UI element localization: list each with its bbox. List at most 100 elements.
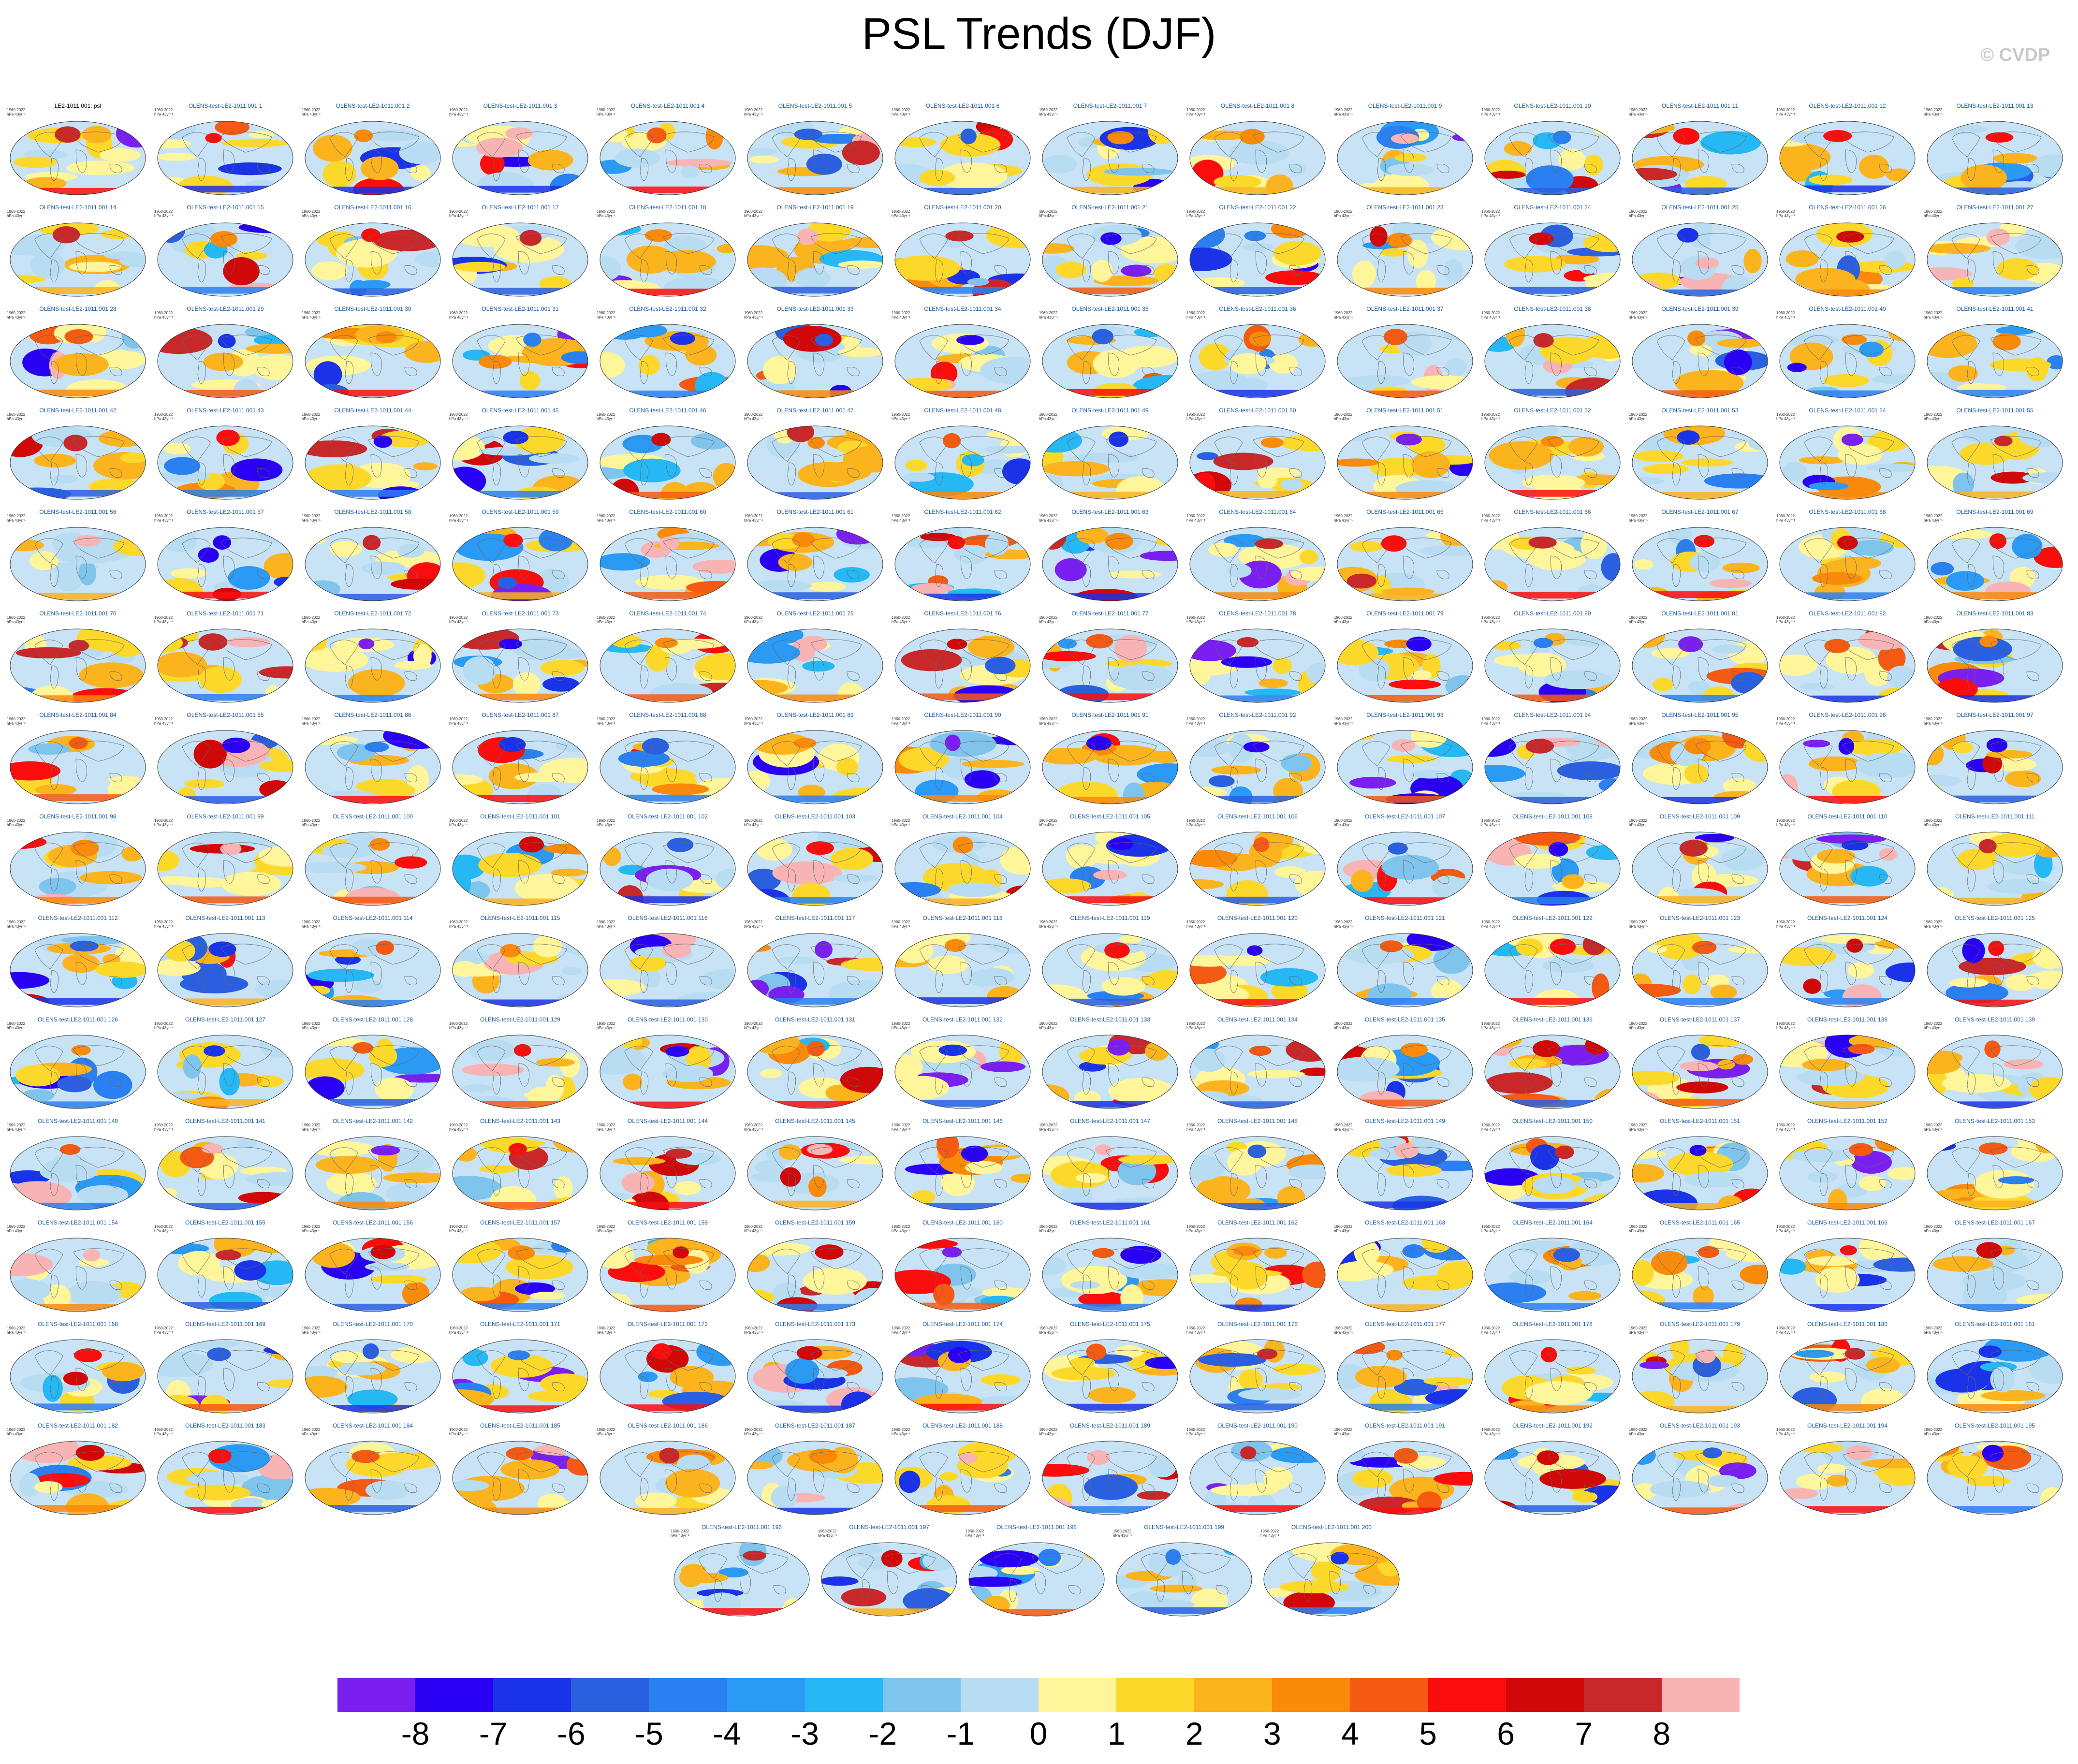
panel-years: 1960-2022 bbox=[449, 514, 468, 518]
coastline bbox=[1990, 538, 2042, 559]
map-svg bbox=[452, 628, 588, 703]
trend-blob bbox=[1227, 564, 1252, 578]
polar-anomaly bbox=[208, 1449, 232, 1464]
coastline bbox=[958, 639, 1010, 660]
coastline bbox=[345, 665, 354, 689]
coastline bbox=[1141, 1179, 1155, 1189]
trend-blob bbox=[1509, 1269, 1552, 1285]
panel-units: hPa 43yr⁻¹ bbox=[1334, 1229, 1353, 1233]
coastline bbox=[1731, 671, 1744, 681]
coastline bbox=[73, 233, 125, 254]
trend-blob bbox=[248, 131, 275, 139]
coastline bbox=[1377, 564, 1386, 587]
panel-title: OLENS-test-LE2-1011.001 197 bbox=[849, 1524, 929, 1531]
panel-units: hPa 43yr⁻¹ bbox=[1186, 924, 1205, 929]
coastline bbox=[1550, 1266, 1562, 1290]
trend-blob bbox=[919, 170, 955, 186]
trend-blob bbox=[30, 251, 65, 278]
map-panel: OLENS-test-LE2-1011.001 51 1960-2022 hPa 4… bbox=[1333, 407, 1477, 503]
polar-anomaly bbox=[75, 1444, 105, 1461]
panel-years: 1960-2022 bbox=[1186, 514, 1205, 518]
coastline bbox=[50, 767, 59, 790]
map-outline bbox=[452, 425, 588, 500]
polar-anomaly bbox=[796, 1346, 822, 1360]
panel-units: hPa 43yr⁻¹ bbox=[1629, 518, 1648, 523]
panel-units: hPa 43yr⁻¹ bbox=[302, 1432, 321, 1436]
trend-blob bbox=[203, 352, 243, 371]
coastline bbox=[1550, 860, 1562, 884]
panel-period: 1960-2022 hPa 43yr⁻¹ bbox=[449, 108, 468, 117]
map-svg bbox=[305, 1339, 441, 1414]
coastline bbox=[370, 1266, 382, 1290]
southern-ocean-band bbox=[1632, 695, 1768, 702]
map-svg bbox=[1484, 1441, 1621, 1515]
map-outline bbox=[10, 222, 146, 297]
coastline bbox=[1990, 842, 2042, 863]
trend-blob bbox=[938, 162, 1008, 190]
panel-years: 1960-2022 bbox=[7, 311, 26, 315]
coastline bbox=[329, 1249, 358, 1274]
southern-ocean-band bbox=[10, 897, 146, 904]
panel-units: hPa 43yr⁻¹ bbox=[449, 1229, 468, 1233]
map-outline bbox=[1927, 324, 2063, 398]
map-outline bbox=[1632, 121, 1768, 195]
panel-units: hPa 43yr⁻¹ bbox=[597, 518, 615, 523]
trend-blob bbox=[611, 634, 642, 648]
trend-blob bbox=[1812, 572, 1862, 585]
map-outline bbox=[1927, 222, 2063, 297]
trend-blob bbox=[1273, 241, 1321, 265]
panel-title: OLENS-test-LE2-1011.001 165 bbox=[1660, 1219, 1740, 1226]
coastline bbox=[492, 1477, 501, 1501]
panel-years: 1960-2022 bbox=[597, 412, 615, 417]
polar-anomaly bbox=[1107, 131, 1134, 145]
coastline bbox=[182, 437, 211, 462]
polar-anomaly bbox=[793, 738, 817, 748]
trend-blob bbox=[462, 1349, 488, 1366]
trend-blob bbox=[1932, 529, 1993, 539]
trend-blob bbox=[1932, 1256, 1993, 1272]
coastline bbox=[34, 335, 63, 361]
map-panel: OLENS-test-LE2-1011.001 13 1960-2022 hPa 4… bbox=[1923, 102, 2067, 198]
southern-ocean-band bbox=[158, 490, 293, 497]
panel-title: OLENS-test-LE2-1011.001 33 bbox=[776, 306, 854, 312]
coastline bbox=[368, 639, 420, 660]
map-svg bbox=[1337, 527, 1473, 601]
panel-units: hPa 43yr⁻¹ bbox=[1924, 518, 1943, 523]
coastline bbox=[73, 1147, 125, 1168]
coastline bbox=[1436, 875, 1449, 884]
coastline bbox=[1550, 1368, 1562, 1391]
polar-anomaly bbox=[71, 840, 99, 857]
coastline bbox=[1584, 875, 1597, 884]
coastline bbox=[847, 164, 860, 174]
panel-years: 1960-2022 bbox=[302, 818, 321, 823]
map-outline bbox=[1779, 324, 1916, 398]
coastline bbox=[699, 773, 712, 783]
trend-blob bbox=[1731, 672, 1767, 694]
trend-blob bbox=[1101, 977, 1145, 996]
map-outline bbox=[305, 121, 441, 195]
polar-anomaly bbox=[651, 433, 671, 446]
coastline bbox=[34, 1046, 63, 1071]
trend-blob bbox=[747, 147, 777, 156]
coastline bbox=[935, 259, 944, 283]
map-svg bbox=[1042, 121, 1178, 195]
trend-blob bbox=[700, 969, 735, 990]
southern-ocean-band bbox=[1337, 1304, 1473, 1312]
panel-units: hPa 43yr⁻¹ bbox=[1039, 315, 1058, 320]
panel-years: 1960-2022 bbox=[1186, 311, 1205, 315]
southern-ocean-band bbox=[747, 998, 883, 1005]
coastline bbox=[50, 1477, 59, 1501]
map-svg bbox=[1484, 1035, 1621, 1109]
map-outline bbox=[894, 933, 1031, 1007]
coastline bbox=[109, 164, 122, 174]
map-outline bbox=[1042, 1238, 1178, 1312]
southern-ocean-band bbox=[895, 188, 1030, 195]
coastline bbox=[1255, 657, 1267, 681]
map-panel: OLENS-test-LE2-1011.001 109 1960-2022 hPa … bbox=[1628, 813, 1772, 909]
trend-blob bbox=[1088, 1386, 1136, 1403]
panel-period: 1960-2022 hPa 43yr⁻¹ bbox=[1629, 920, 1648, 929]
coastline bbox=[1584, 1382, 1597, 1392]
coastline bbox=[1550, 1469, 1562, 1493]
polar-anomaly bbox=[505, 127, 533, 140]
southern-ocean-band bbox=[1042, 593, 1178, 600]
